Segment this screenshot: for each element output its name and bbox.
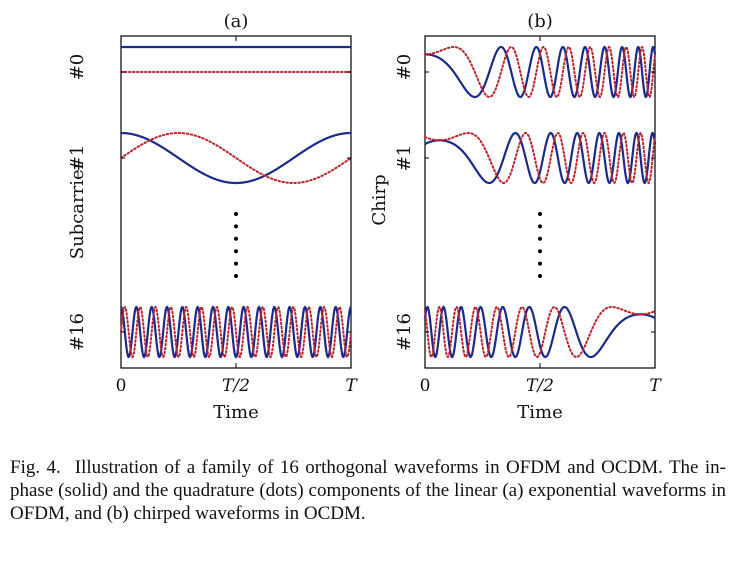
panel-b-row-label-2: #16 [394,313,415,351]
panel-a-row-1-quadrature-curve [120,132,352,184]
caption-text: Illustration of a family of 16 orthogona… [10,457,727,524]
panel-b-xlabel: Time [517,402,562,423]
panel-b-row-1-in-phase-curve [424,131,657,185]
panel-b-ticks [424,36,656,368]
panel-a-ticks [120,36,352,368]
panel-a-row-label-2: #16 [67,313,88,351]
panel-b-ellipsis-dot [538,212,542,216]
panel-a-row-2-quadrature-curve [120,305,352,359]
panel-a-ellipsis-dot [234,236,238,241]
panel-a-ellipsis-dot [234,224,238,229]
panel-a-xtick-1: T/2 [222,376,250,396]
panel-b-row-1-quadrature-curve [424,131,656,185]
panel-a-ylabel: Subcarrier [67,160,88,259]
panel-a-row-1-in-phase-curve [121,131,351,185]
panel-b: (b) #0 #1 #16 Chirp 0 T/2 T Time [369,11,662,423]
panel-a: (a) #0 #1 #16 Subcarrier 0 T/2 T Time [67,11,358,423]
panel-a-xtick-0: 0 [116,376,127,396]
panel-a-title: (a) [224,11,249,32]
panel-b-title: (b) [527,11,553,32]
panel-a-ellipsis-dot [234,212,238,216]
panel-b-xtick-1: T/2 [526,376,554,396]
panel-b-ellipsis-dot [538,236,542,241]
panel-b-xtick-2: T [649,376,662,396]
panel-b-ellipsis-dot [538,249,542,254]
panel-b-ellipsis-dot [538,274,542,278]
panel-b-row-2-quadrature-curve [424,305,656,359]
panel-b-row-label-1: #1 [394,145,415,172]
panel-a-ellipsis [234,212,238,278]
panel-a-frame [120,35,352,369]
panel-b-row-0-quadrature-curve [424,45,656,99]
panel-a-row-label-1: #1 [67,145,88,172]
panel-a-ellipsis-dot [234,261,238,266]
panel-a-curves [120,45,352,359]
panel-a-xtick-2: T [345,376,358,396]
caption-number: Fig. 4. [10,457,61,478]
panel-a-ellipsis-dot [234,274,238,278]
panel-a-row-2-in-phase-curve [120,305,352,359]
panel-b-xtick-0: 0 [420,376,431,396]
panel-b-curves [423,45,657,359]
panel-b-ellipsis [538,212,542,278]
panel-a-row-label-0: #0 [67,54,88,81]
panel-b-row-2-in-phase-curve [423,305,656,359]
panel-b-ylabel: Chirp [369,174,390,225]
panel-b-row-label-0: #0 [394,54,415,81]
panel-b-ellipsis-dot [538,224,542,229]
panel-b-ellipsis-dot [538,261,542,266]
panel-a-xlabel: Time [213,402,258,423]
figure-caption: Fig. 4. Illustration of a family of 16 or… [10,456,726,525]
panel-a-ellipsis-dot [234,249,238,254]
